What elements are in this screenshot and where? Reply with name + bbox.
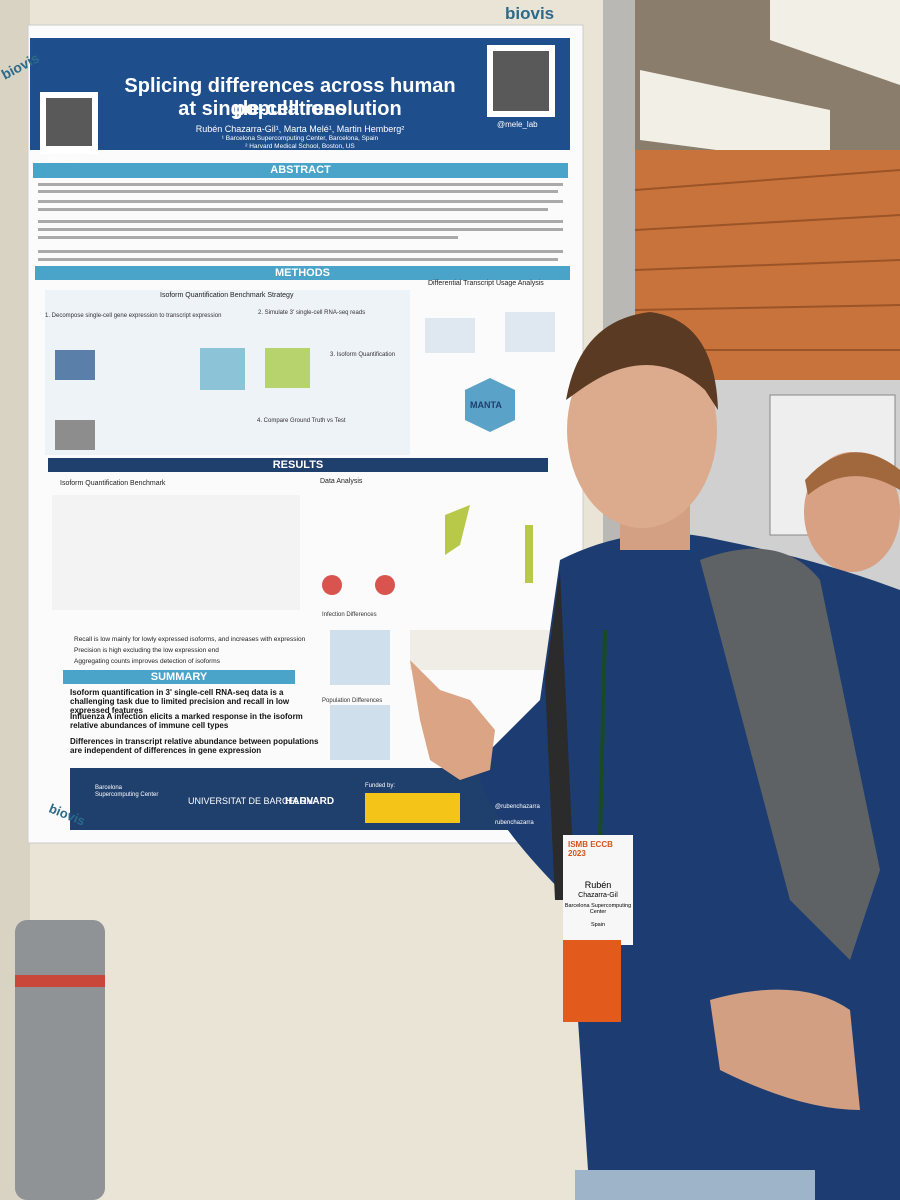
badge-name: Rubén xyxy=(584,880,612,890)
tool-name: MANTA xyxy=(470,400,502,410)
ceiling-panel xyxy=(640,70,830,165)
step: 2. Simulate 3' single-cell RNA-seq reads xyxy=(258,310,366,316)
social-handle: @rubenchazarra xyxy=(495,804,540,810)
badge xyxy=(563,835,633,945)
petri-dish xyxy=(322,575,342,595)
qr-pattern xyxy=(46,98,92,146)
methods-title: Isoform Quantification Benchmark Strateg… xyxy=(160,292,294,299)
summary-point: Differences in transcript relative abund… xyxy=(70,737,319,756)
step: 3. Isoform Quantification xyxy=(330,352,396,358)
hand-on-hip xyxy=(710,989,860,1110)
results-title: Isoform Quantification Benchmark xyxy=(60,480,166,487)
step: 1. Decompose single-cell gene expression… xyxy=(45,313,222,319)
methods-title: Differential Transcript Usage Analysis xyxy=(428,280,544,287)
infection-plot xyxy=(330,630,390,685)
matrix xyxy=(265,348,310,388)
section-bar xyxy=(35,266,570,280)
poster-tube xyxy=(15,920,105,1200)
tube-band xyxy=(15,975,105,987)
hair xyxy=(566,312,718,410)
infection-plot xyxy=(410,630,555,670)
result-bullet: Recall is low mainly for lowly expressed… xyxy=(74,636,306,643)
section-bar xyxy=(48,458,548,472)
summary-point: Influenza A infection elicits a marked r… xyxy=(70,712,303,731)
panel-title: Infection Differences xyxy=(322,612,377,618)
funded-label: Funded by: xyxy=(365,783,396,789)
population-plot xyxy=(330,705,390,760)
section-bar xyxy=(33,163,568,178)
backpack-strap xyxy=(545,570,575,900)
section-title: ABSTRACT xyxy=(270,164,331,176)
umap-cluster xyxy=(445,505,470,555)
bystander-hair xyxy=(805,452,900,495)
sample-box xyxy=(55,420,95,450)
logo-text: HARVARD xyxy=(285,796,335,807)
backpack-strap xyxy=(700,548,880,960)
benchmark-plot xyxy=(52,495,300,610)
logo-text: UNIVERSITAT DE BARCELONA xyxy=(188,796,320,806)
lanyard xyxy=(598,629,607,841)
authors: Rubén Chazarra-Gil¹, Marta Melé¹, Martin… xyxy=(195,124,405,134)
pointing-hand xyxy=(410,660,495,780)
affiliation: ¹ Barcelona Supercomputing Center, Barce… xyxy=(221,135,379,142)
badge-event: ISMB ECCB 2023 xyxy=(568,840,613,859)
badge-ribbon xyxy=(563,940,621,1022)
poster-header xyxy=(30,38,570,150)
qr-pattern xyxy=(493,51,549,111)
panel-title: Population Differences xyxy=(322,698,383,704)
affiliation: ² Harvard Medical School, Boston, US xyxy=(245,143,355,150)
head xyxy=(567,332,717,528)
funder-logo xyxy=(365,793,460,823)
section-title: METHODS xyxy=(275,267,330,279)
result-bullet: Precision is high excluding the low expr… xyxy=(74,647,219,654)
ceiling-panel xyxy=(770,0,900,85)
section-title: RESULTS xyxy=(272,459,324,471)
result-bullet: Aggregating counts improves detection of… xyxy=(74,658,220,665)
poster-title: Splicing differences across human popula… xyxy=(124,75,456,120)
lab-name: Melé Lab xyxy=(48,155,81,164)
bars-methods xyxy=(425,312,555,353)
poster-title: at single-cell resolution xyxy=(178,98,402,120)
abstract-text xyxy=(38,183,563,261)
badge-country: Spain xyxy=(590,922,606,928)
step: 4. Compare Ground Truth vs Test xyxy=(257,418,346,424)
manta-logo xyxy=(465,378,515,432)
results-title: Data Analysis xyxy=(320,478,363,485)
summary-point: Isoform quantification in 3' single-cell… xyxy=(70,688,290,716)
jeans xyxy=(575,1170,815,1200)
poster-footer xyxy=(70,768,560,830)
section-title: SUMMARY xyxy=(150,671,208,683)
badge-name: Chazarra-Gil xyxy=(578,892,618,899)
logo-text: Barcelona Supercomputing Center xyxy=(95,785,159,798)
matrix xyxy=(200,348,245,390)
bar xyxy=(525,525,533,583)
social-handle: rubenchazarra xyxy=(495,820,534,826)
lab-handle: @mele_lab xyxy=(497,120,538,129)
section-bar xyxy=(63,670,295,684)
badge-org: Barcelona Supercomputing Center xyxy=(564,903,632,916)
sticker: biovis xyxy=(505,4,555,23)
petri-dish xyxy=(375,575,395,595)
sample-box xyxy=(55,350,95,380)
